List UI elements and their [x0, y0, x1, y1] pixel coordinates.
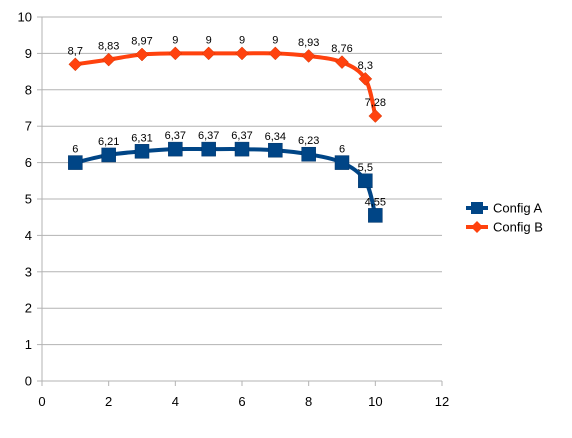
series-config-a: [68, 141, 383, 223]
series-config-b: [68, 46, 383, 123]
y-tick-label: 7: [25, 119, 32, 134]
data-label-config-a: 6: [72, 144, 78, 156]
x-tick-label: 10: [368, 394, 382, 409]
data-labels: 6 6,21 6,31 6,37 6,37 6,37 6,34 6,23 6 5,5 4,55 8,7…: [68, 34, 386, 208]
legend-label-config-b: Config B: [493, 220, 543, 235]
data-point-config-a: [201, 141, 216, 157]
x-tick-label: 0: [38, 394, 45, 409]
data-point-config-a: [168, 141, 183, 157]
legend-item-config-a: Config A: [466, 201, 542, 216]
x-tick-label: 12: [435, 394, 449, 409]
y-tick-label: 2: [25, 301, 32, 316]
legend-label-config-a: Config A: [493, 201, 542, 216]
data-point-config-b: [301, 49, 316, 63]
data-label-config-a: 4,55: [365, 196, 386, 208]
data-label-config-b: 8,97: [131, 35, 152, 47]
data-point-config-b: [268, 46, 283, 61]
data-point-config-b: [201, 46, 216, 61]
y-tick-label: 10: [18, 10, 32, 25]
data-label-config-b: 8,93: [298, 37, 319, 49]
data-point-config-b: [368, 109, 383, 123]
data-label-config-a: 6,34: [265, 131, 286, 143]
data-point-config-a: [358, 173, 373, 189]
data-point-config-a: [101, 147, 116, 163]
data-label-config-a: 6,21: [98, 136, 119, 148]
data-label-config-a: 5,5: [358, 162, 373, 174]
data-label-config-b: 9: [272, 34, 278, 46]
x-tick-label: 4: [172, 394, 179, 409]
data-label-config-a: 6,31: [131, 132, 152, 144]
data-label-config-a: 6,37: [165, 130, 186, 142]
data-label-config-a: 6,37: [231, 130, 252, 142]
data-point-config-a: [368, 208, 383, 223]
series-group: [68, 46, 383, 223]
legend-marker-config-b: [471, 221, 483, 233]
y-tick-label: 9: [25, 46, 32, 61]
data-label-config-b: 9: [206, 34, 212, 46]
data-label-config-b: 8,83: [98, 41, 119, 53]
y-tick-label: 4: [25, 228, 32, 243]
data-point-config-b: [168, 46, 183, 61]
x-tick-label: 2: [105, 394, 112, 409]
data-label-config-b: 9: [172, 34, 178, 46]
data-point-config-b: [358, 72, 373, 86]
data-point-config-a: [334, 155, 350, 170]
y-tick-label: 0: [25, 374, 32, 389]
data-point-config-b: [68, 57, 83, 72]
data-label-config-a: 6: [339, 144, 345, 156]
data-label-config-b: 9: [239, 34, 245, 46]
data-label-config-b: 7,28: [365, 97, 386, 109]
grid: [42, 16, 442, 382]
data-label-config-b: 8,3: [358, 60, 373, 72]
data-point-config-a: [68, 155, 83, 170]
data-label-config-a: 6,37: [198, 130, 219, 142]
data-point-config-a: [301, 146, 316, 162]
legend: Config A Config B: [466, 201, 543, 235]
y-tick-label: 3: [25, 264, 32, 279]
data-point-config-a: [234, 141, 250, 157]
data-label-config-b: 8,7: [68, 45, 83, 57]
data-point-config-a: [268, 142, 283, 158]
data-point-config-a: [134, 144, 150, 159]
data-label-config-a: 6,23: [298, 135, 319, 147]
data-point-config-b: [235, 46, 249, 61]
series-line-config-a: [73, 146, 378, 218]
data-point-config-b: [135, 47, 149, 62]
y-tick-label: 8: [25, 82, 32, 97]
x-tick-label: 8: [305, 394, 312, 409]
legend-item-config-b: Config B: [466, 220, 543, 235]
y-tick-label: 1: [25, 337, 32, 352]
data-point-config-b: [101, 52, 116, 67]
y-tick-label: 6: [25, 155, 32, 170]
data-label-config-b: 8,76: [331, 43, 352, 55]
y-tick-label: 5: [25, 192, 32, 207]
series-line-config-b: [73, 51, 378, 119]
x-tick-label: 6: [238, 394, 245, 409]
legend-marker-config-a: [471, 202, 483, 214]
data-point-config-b: [335, 55, 349, 69]
